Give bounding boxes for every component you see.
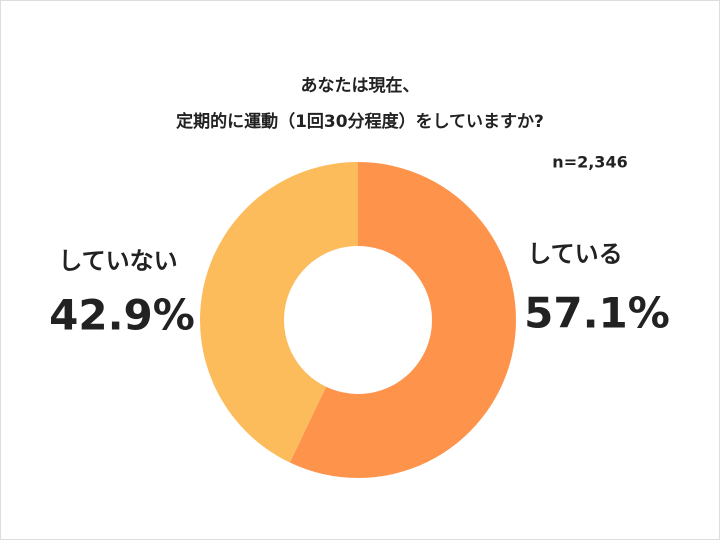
category-label: していない <box>58 247 177 275</box>
value-label: 57.1% <box>524 289 670 338</box>
donut-segment <box>289 162 516 478</box>
donut-segment <box>200 162 358 463</box>
chart-title: 定期的に運動（1回30分程度）をしていますか? <box>176 111 544 132</box>
value-label: 42.9% <box>49 291 195 340</box>
category-label: している <box>527 240 622 268</box>
sample-size: n=2,346 <box>552 153 627 172</box>
chart-title: あなたは現在、 <box>301 75 420 96</box>
